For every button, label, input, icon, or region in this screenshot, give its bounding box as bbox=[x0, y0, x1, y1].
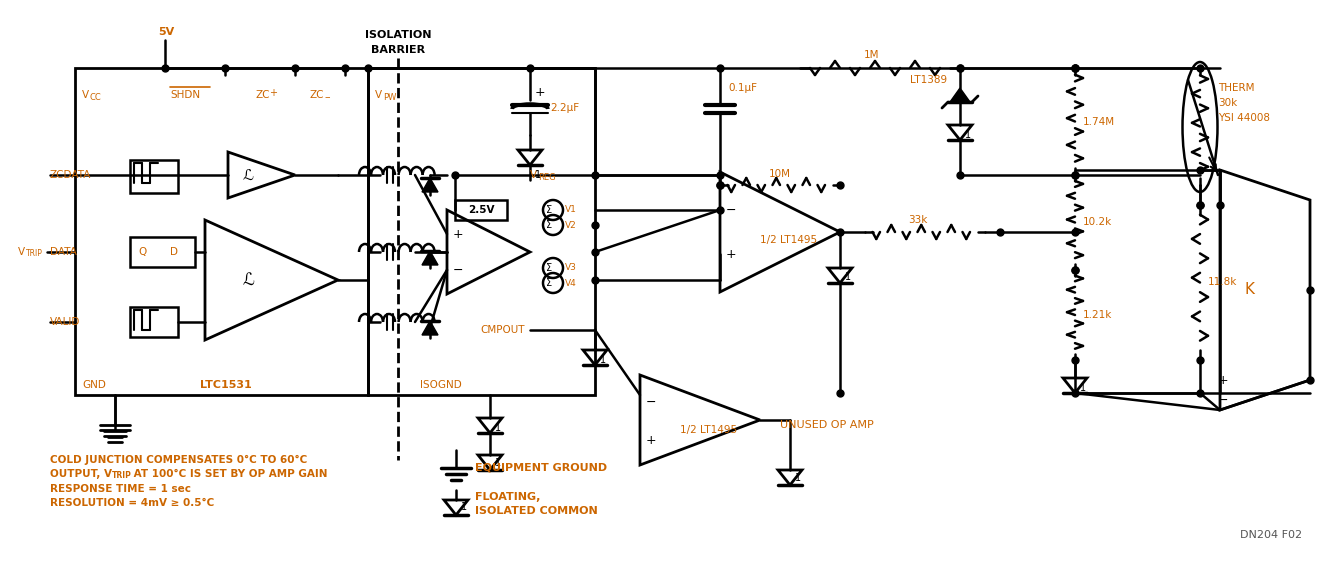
Text: OUTPUT, V: OUTPUT, V bbox=[51, 469, 112, 479]
Text: ℒ: ℒ bbox=[242, 168, 253, 183]
Polygon shape bbox=[422, 178, 438, 192]
Text: V: V bbox=[530, 170, 538, 180]
Text: +: + bbox=[453, 227, 463, 240]
Text: −: − bbox=[1218, 394, 1229, 407]
Text: DN204 F02: DN204 F02 bbox=[1240, 530, 1302, 540]
Text: 2.5V: 2.5V bbox=[467, 205, 494, 215]
Text: 1: 1 bbox=[495, 458, 502, 468]
Text: ISOLATED COMMON: ISOLATED COMMON bbox=[475, 506, 598, 516]
Text: REG: REG bbox=[538, 173, 555, 182]
Text: Q: Q bbox=[138, 247, 146, 257]
Text: ZC: ZC bbox=[310, 90, 325, 100]
Text: 1: 1 bbox=[495, 423, 502, 433]
Bar bbox=[455, 200, 507, 220]
Text: −: − bbox=[453, 263, 463, 276]
Polygon shape bbox=[422, 321, 438, 335]
Text: 11.8k: 11.8k bbox=[1209, 277, 1238, 287]
Text: V: V bbox=[19, 247, 25, 257]
Text: TRIP: TRIP bbox=[112, 472, 132, 481]
Text: 0.1μF: 0.1μF bbox=[728, 83, 757, 93]
Text: TRIP: TRIP bbox=[27, 249, 43, 258]
Text: LT1389: LT1389 bbox=[910, 75, 948, 85]
Text: DATA: DATA bbox=[51, 247, 77, 257]
Text: Σ: Σ bbox=[546, 263, 552, 273]
Text: SHDN: SHDN bbox=[170, 90, 200, 100]
Text: RESOLUTION = 4mV ≥ 0.5°C: RESOLUTION = 4mV ≥ 0.5°C bbox=[51, 498, 214, 508]
Text: VALID: VALID bbox=[51, 317, 80, 327]
Text: V: V bbox=[375, 90, 382, 100]
Text: COLD JUNCTION COMPENSATES 0°C TO 60°C: COLD JUNCTION COMPENSATES 0°C TO 60°C bbox=[51, 455, 307, 465]
Text: V: V bbox=[83, 90, 89, 100]
Text: 1: 1 bbox=[1079, 383, 1086, 393]
Text: 1.21k: 1.21k bbox=[1083, 310, 1113, 320]
Text: 1: 1 bbox=[845, 272, 851, 282]
Text: 5V: 5V bbox=[158, 27, 174, 37]
Text: AT 100°C IS SET BY OP AMP GAIN: AT 100°C IS SET BY OP AMP GAIN bbox=[130, 469, 327, 479]
Text: CMPOUT: CMPOUT bbox=[480, 325, 524, 335]
Text: Σ: Σ bbox=[546, 205, 552, 215]
Text: 1: 1 bbox=[795, 473, 801, 483]
Text: K: K bbox=[1244, 283, 1255, 297]
Text: 10.2k: 10.2k bbox=[1083, 217, 1113, 227]
Text: D: D bbox=[170, 247, 178, 257]
Text: ISOGND: ISOGND bbox=[421, 380, 462, 390]
Text: −: − bbox=[725, 204, 736, 217]
Text: THERM: THERM bbox=[1218, 83, 1255, 93]
Bar bbox=[130, 307, 178, 337]
Text: 1: 1 bbox=[461, 502, 467, 512]
Text: 1: 1 bbox=[600, 355, 606, 365]
Text: –: – bbox=[323, 92, 330, 102]
Text: 1.74M: 1.74M bbox=[1083, 117, 1115, 127]
Text: V3: V3 bbox=[564, 263, 576, 272]
Text: 1: 1 bbox=[965, 130, 972, 140]
Text: +: + bbox=[646, 434, 656, 447]
Text: EQUIPMENT GROUND: EQUIPMENT GROUND bbox=[475, 463, 607, 473]
Text: 33k: 33k bbox=[908, 215, 928, 225]
Text: +: + bbox=[725, 248, 736, 261]
Text: 1/2 LT1495: 1/2 LT1495 bbox=[760, 235, 817, 245]
Text: GND: GND bbox=[83, 380, 106, 390]
Text: PW: PW bbox=[383, 92, 397, 102]
Text: CC: CC bbox=[89, 92, 101, 102]
Text: FLOATING,: FLOATING, bbox=[475, 492, 540, 502]
Text: LTC1531: LTC1531 bbox=[200, 380, 252, 390]
Bar bbox=[75, 68, 367, 395]
Text: RESPONSE TIME = 1 sec: RESPONSE TIME = 1 sec bbox=[51, 484, 192, 494]
Text: YSI 44008: YSI 44008 bbox=[1218, 113, 1270, 123]
Text: Σ: Σ bbox=[546, 220, 552, 230]
Text: ISOLATION: ISOLATION bbox=[365, 30, 431, 40]
Polygon shape bbox=[950, 88, 970, 102]
Text: 10M: 10M bbox=[769, 169, 791, 179]
Text: ZCDATA: ZCDATA bbox=[51, 170, 92, 180]
Text: +: + bbox=[535, 86, 546, 99]
Text: UNUSED OP AMP: UNUSED OP AMP bbox=[780, 420, 873, 430]
Text: ZC: ZC bbox=[256, 90, 269, 100]
Polygon shape bbox=[422, 251, 438, 265]
Bar bbox=[367, 68, 595, 395]
Text: 1M: 1M bbox=[864, 50, 880, 60]
Text: V2: V2 bbox=[564, 221, 576, 230]
Text: 1: 1 bbox=[535, 170, 542, 180]
Bar bbox=[130, 160, 178, 193]
Text: −: − bbox=[646, 395, 656, 408]
Text: 30k: 30k bbox=[1218, 98, 1238, 108]
Text: V4: V4 bbox=[564, 279, 576, 288]
Text: 2.2μF: 2.2μF bbox=[550, 103, 579, 113]
Text: BARRIER: BARRIER bbox=[371, 45, 425, 55]
Text: Σ: Σ bbox=[546, 278, 552, 288]
Text: ℒ: ℒ bbox=[242, 271, 254, 289]
Text: 1/2 LT1495: 1/2 LT1495 bbox=[680, 425, 737, 435]
Text: V1: V1 bbox=[564, 205, 576, 214]
Text: +: + bbox=[269, 88, 277, 98]
Bar bbox=[130, 237, 196, 267]
Text: +: + bbox=[1218, 373, 1229, 386]
